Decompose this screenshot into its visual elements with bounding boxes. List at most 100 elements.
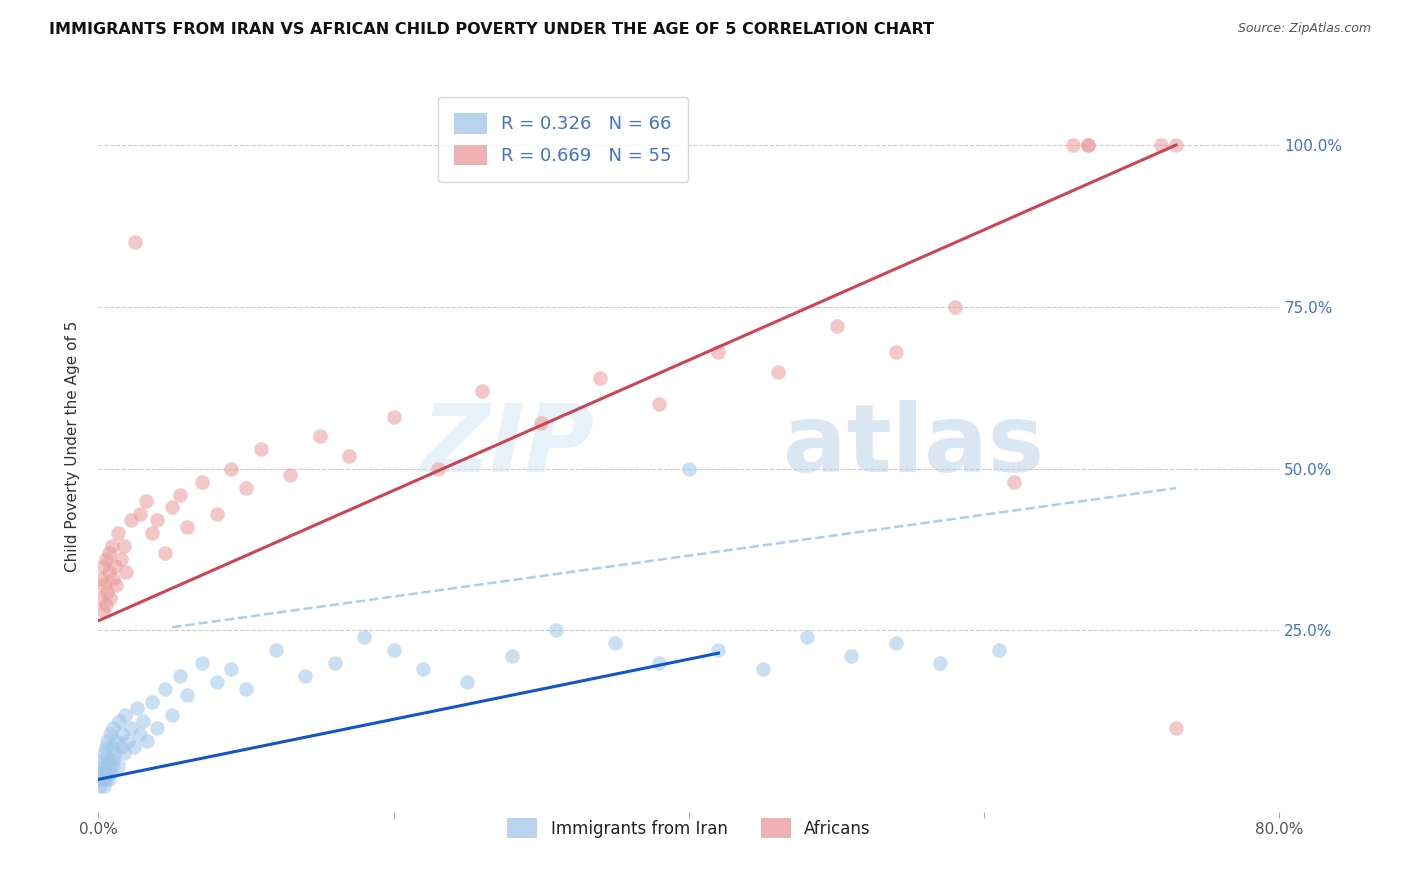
Point	[412, 662, 434, 676]
Point	[90, 772, 112, 787]
Y-axis label: Child Poverty Under the Age of 5: Child Poverty Under the Age of 5	[65, 320, 80, 572]
Point	[91, 604, 114, 618]
Point	[93, 578, 115, 592]
Point	[96, 765, 118, 780]
Point	[122, 739, 145, 754]
Point	[221, 662, 243, 676]
Point	[107, 526, 129, 541]
Point	[153, 546, 176, 560]
Point	[501, 649, 523, 664]
Point	[841, 649, 863, 664]
Point	[323, 656, 346, 670]
Point	[1062, 138, 1084, 153]
Point	[264, 643, 287, 657]
Point	[825, 319, 848, 334]
Point	[94, 598, 117, 612]
Point	[91, 558, 114, 573]
Point	[112, 747, 135, 761]
Point	[141, 526, 163, 541]
Point	[110, 739, 132, 754]
Point	[176, 688, 198, 702]
Legend: Immigrants from Iran, Africans: Immigrants from Iran, Africans	[494, 805, 884, 851]
Point	[707, 345, 730, 359]
Point	[96, 733, 118, 747]
Point	[530, 417, 553, 431]
Point	[1077, 138, 1099, 153]
Point	[96, 584, 118, 599]
Point	[132, 714, 155, 728]
Point	[100, 759, 122, 773]
Point	[117, 733, 139, 747]
Point	[97, 772, 120, 787]
Point	[91, 759, 114, 773]
Point	[91, 753, 114, 767]
Point	[110, 552, 132, 566]
Text: atlas: atlas	[783, 400, 1045, 492]
Point	[93, 747, 115, 761]
Point	[648, 656, 671, 670]
Point	[1150, 138, 1173, 153]
Point	[1166, 721, 1188, 735]
Point	[105, 578, 128, 592]
Point	[294, 669, 316, 683]
Point	[162, 707, 183, 722]
Point	[678, 461, 700, 475]
Point	[988, 643, 1011, 657]
Text: Source: ZipAtlas.com: Source: ZipAtlas.com	[1237, 22, 1371, 36]
Point	[648, 397, 671, 411]
Text: ZIP: ZIP	[422, 400, 595, 492]
Point	[94, 759, 117, 773]
Point	[929, 656, 952, 670]
Point	[176, 520, 198, 534]
Point	[111, 727, 134, 741]
Point	[471, 384, 494, 398]
Point	[339, 449, 361, 463]
Point	[1077, 138, 1099, 153]
Point	[100, 539, 122, 553]
Point	[146, 721, 169, 735]
Point	[94, 552, 117, 566]
Point	[128, 727, 150, 741]
Point	[94, 772, 117, 787]
Point	[98, 765, 121, 780]
Point	[103, 572, 125, 586]
Point	[162, 500, 183, 515]
Point	[89, 591, 111, 606]
Point	[128, 507, 150, 521]
Point	[115, 566, 138, 580]
Point	[98, 727, 121, 741]
Point	[103, 753, 125, 767]
Point	[97, 566, 120, 580]
Point	[107, 759, 129, 773]
Point	[221, 461, 243, 475]
Point	[97, 753, 120, 767]
Point	[382, 643, 405, 657]
Point	[105, 733, 128, 747]
Point	[103, 721, 125, 735]
Point	[766, 365, 789, 379]
Point	[707, 643, 730, 657]
Point	[796, 630, 818, 644]
Point	[141, 695, 163, 709]
Point	[120, 721, 142, 735]
Point	[205, 507, 228, 521]
Point	[125, 701, 148, 715]
Point	[93, 765, 115, 780]
Point	[136, 733, 159, 747]
Point	[89, 779, 111, 793]
Point	[235, 481, 257, 495]
Point	[546, 624, 568, 638]
Point	[457, 675, 479, 690]
Point	[427, 461, 450, 475]
Point	[97, 546, 120, 560]
Point	[1166, 138, 1188, 153]
Point	[205, 675, 228, 690]
Point	[943, 300, 966, 314]
Point	[90, 572, 112, 586]
Point	[589, 371, 612, 385]
Point	[112, 539, 135, 553]
Point	[353, 630, 375, 644]
Point	[280, 468, 302, 483]
Point	[124, 235, 146, 249]
Point	[153, 681, 176, 696]
